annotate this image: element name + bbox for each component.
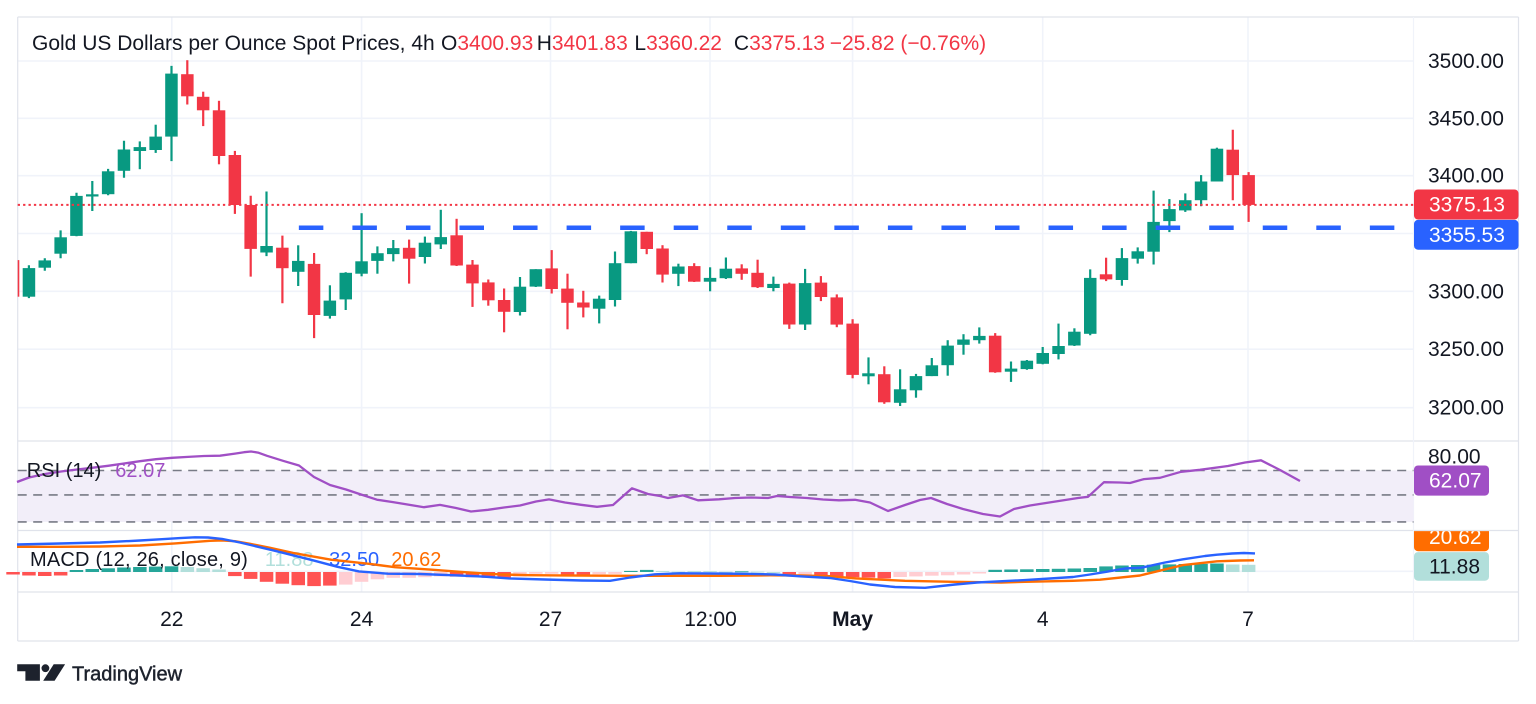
svg-text:24: 24 <box>350 608 374 631</box>
svg-text:3450.00: 3450.00 <box>1428 107 1504 130</box>
svg-text:H3401.83: H3401.83 <box>537 32 628 55</box>
svg-text:27: 27 <box>539 608 562 631</box>
svg-text:7: 7 <box>1242 608 1254 631</box>
svg-text:12:00: 12:00 <box>684 608 737 631</box>
svg-text:22: 22 <box>160 608 183 631</box>
svg-text:RSI (14): RSI (14) <box>27 460 101 482</box>
svg-text:May: May <box>832 608 873 631</box>
svg-text:−25.82 (−0.76%): −25.82 (−0.76%) <box>830 32 986 55</box>
svg-text:TradingView: TradingView <box>72 664 183 686</box>
svg-text:3400.00: 3400.00 <box>1428 165 1504 188</box>
svg-text:20.62: 20.62 <box>1429 526 1482 549</box>
svg-text:4: 4 <box>1037 608 1049 631</box>
svg-text:62.07: 62.07 <box>1429 470 1482 493</box>
svg-text:62.07: 62.07 <box>115 460 165 482</box>
svg-text:32.50: 32.50 <box>329 549 379 571</box>
svg-text:3200.00: 3200.00 <box>1428 397 1504 420</box>
svg-text:3300.00: 3300.00 <box>1428 280 1504 303</box>
svg-text:3250.00: 3250.00 <box>1428 338 1504 361</box>
svg-text:3375.13: 3375.13 <box>1429 194 1505 217</box>
svg-text:3500.00: 3500.00 <box>1428 50 1504 73</box>
svg-text:MACD (12, 26, close, 9): MACD (12, 26, close, 9) <box>30 549 248 571</box>
svg-text:20.62: 20.62 <box>391 549 441 571</box>
svg-text:11.88: 11.88 <box>1429 555 1480 578</box>
svg-text:80.00: 80.00 <box>1428 446 1481 469</box>
svg-text:O3400.93: O3400.93 <box>441 32 533 55</box>
svg-text:L3360.22: L3360.22 <box>634 32 722 55</box>
svg-text:3355.53: 3355.53 <box>1429 224 1505 247</box>
svg-text:C3375.13: C3375.13 <box>734 32 825 55</box>
svg-text:Gold US Dollars per Ounce Spot: Gold US Dollars per Ounce Spot Prices, 4… <box>32 32 435 55</box>
